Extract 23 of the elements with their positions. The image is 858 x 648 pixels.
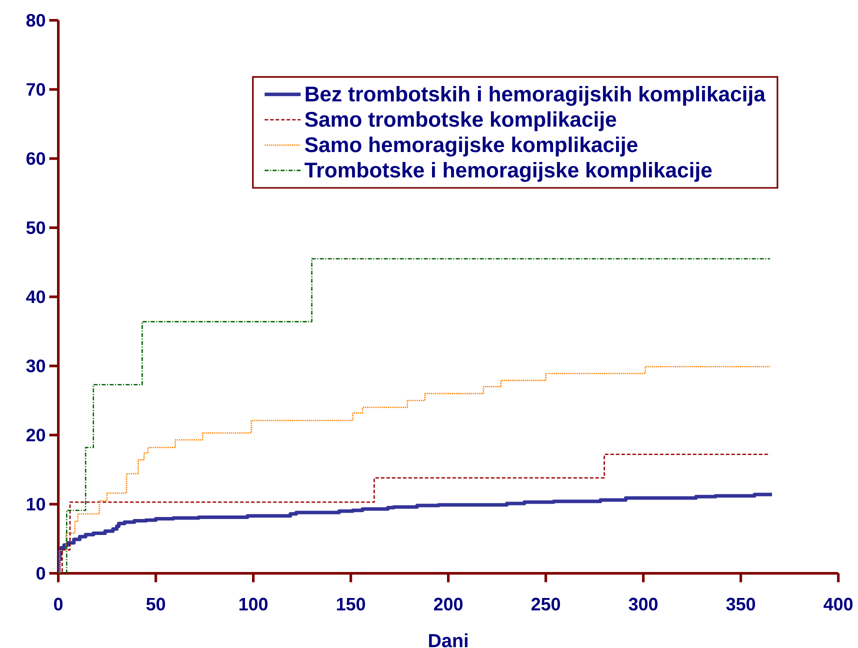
y-tick-label: 70 bbox=[26, 83, 46, 96]
x-tick-label: 100 bbox=[239, 598, 268, 611]
x-tick-label: 250 bbox=[531, 598, 560, 611]
x-tick-label: 0 bbox=[54, 598, 63, 611]
x-tick-label: 200 bbox=[434, 598, 463, 611]
legend-label: Bez trombotskih i hemoragijskih komplikacija bbox=[306, 86, 766, 106]
x-tick-label: 150 bbox=[336, 598, 366, 611]
x-tick-label: 350 bbox=[726, 598, 756, 611]
y-tick-label: 20 bbox=[26, 428, 46, 442]
x-tick-label: 300 bbox=[628, 598, 658, 611]
legend-label: Trombotske i hemoragijske komplikacije bbox=[304, 162, 712, 182]
x-tick-label: 50 bbox=[146, 598, 166, 611]
y-tick-label: 60 bbox=[26, 152, 46, 165]
y-tick-label: 80 bbox=[26, 14, 46, 27]
y-tick-label: 30 bbox=[26, 360, 46, 372]
x-axis-title: Dani bbox=[429, 633, 468, 648]
legend-label: Samo trombotske komplikacije bbox=[304, 111, 616, 132]
y-tick-label: 0 bbox=[36, 566, 46, 580]
y-tick-label: 10 bbox=[26, 498, 46, 511]
x-tick-label: 400 bbox=[824, 598, 853, 611]
legend-label: Samo hemoragijske komplikacije bbox=[304, 136, 638, 157]
y-tick-label: 40 bbox=[26, 290, 46, 304]
y-tick-label: 50 bbox=[26, 221, 46, 234]
